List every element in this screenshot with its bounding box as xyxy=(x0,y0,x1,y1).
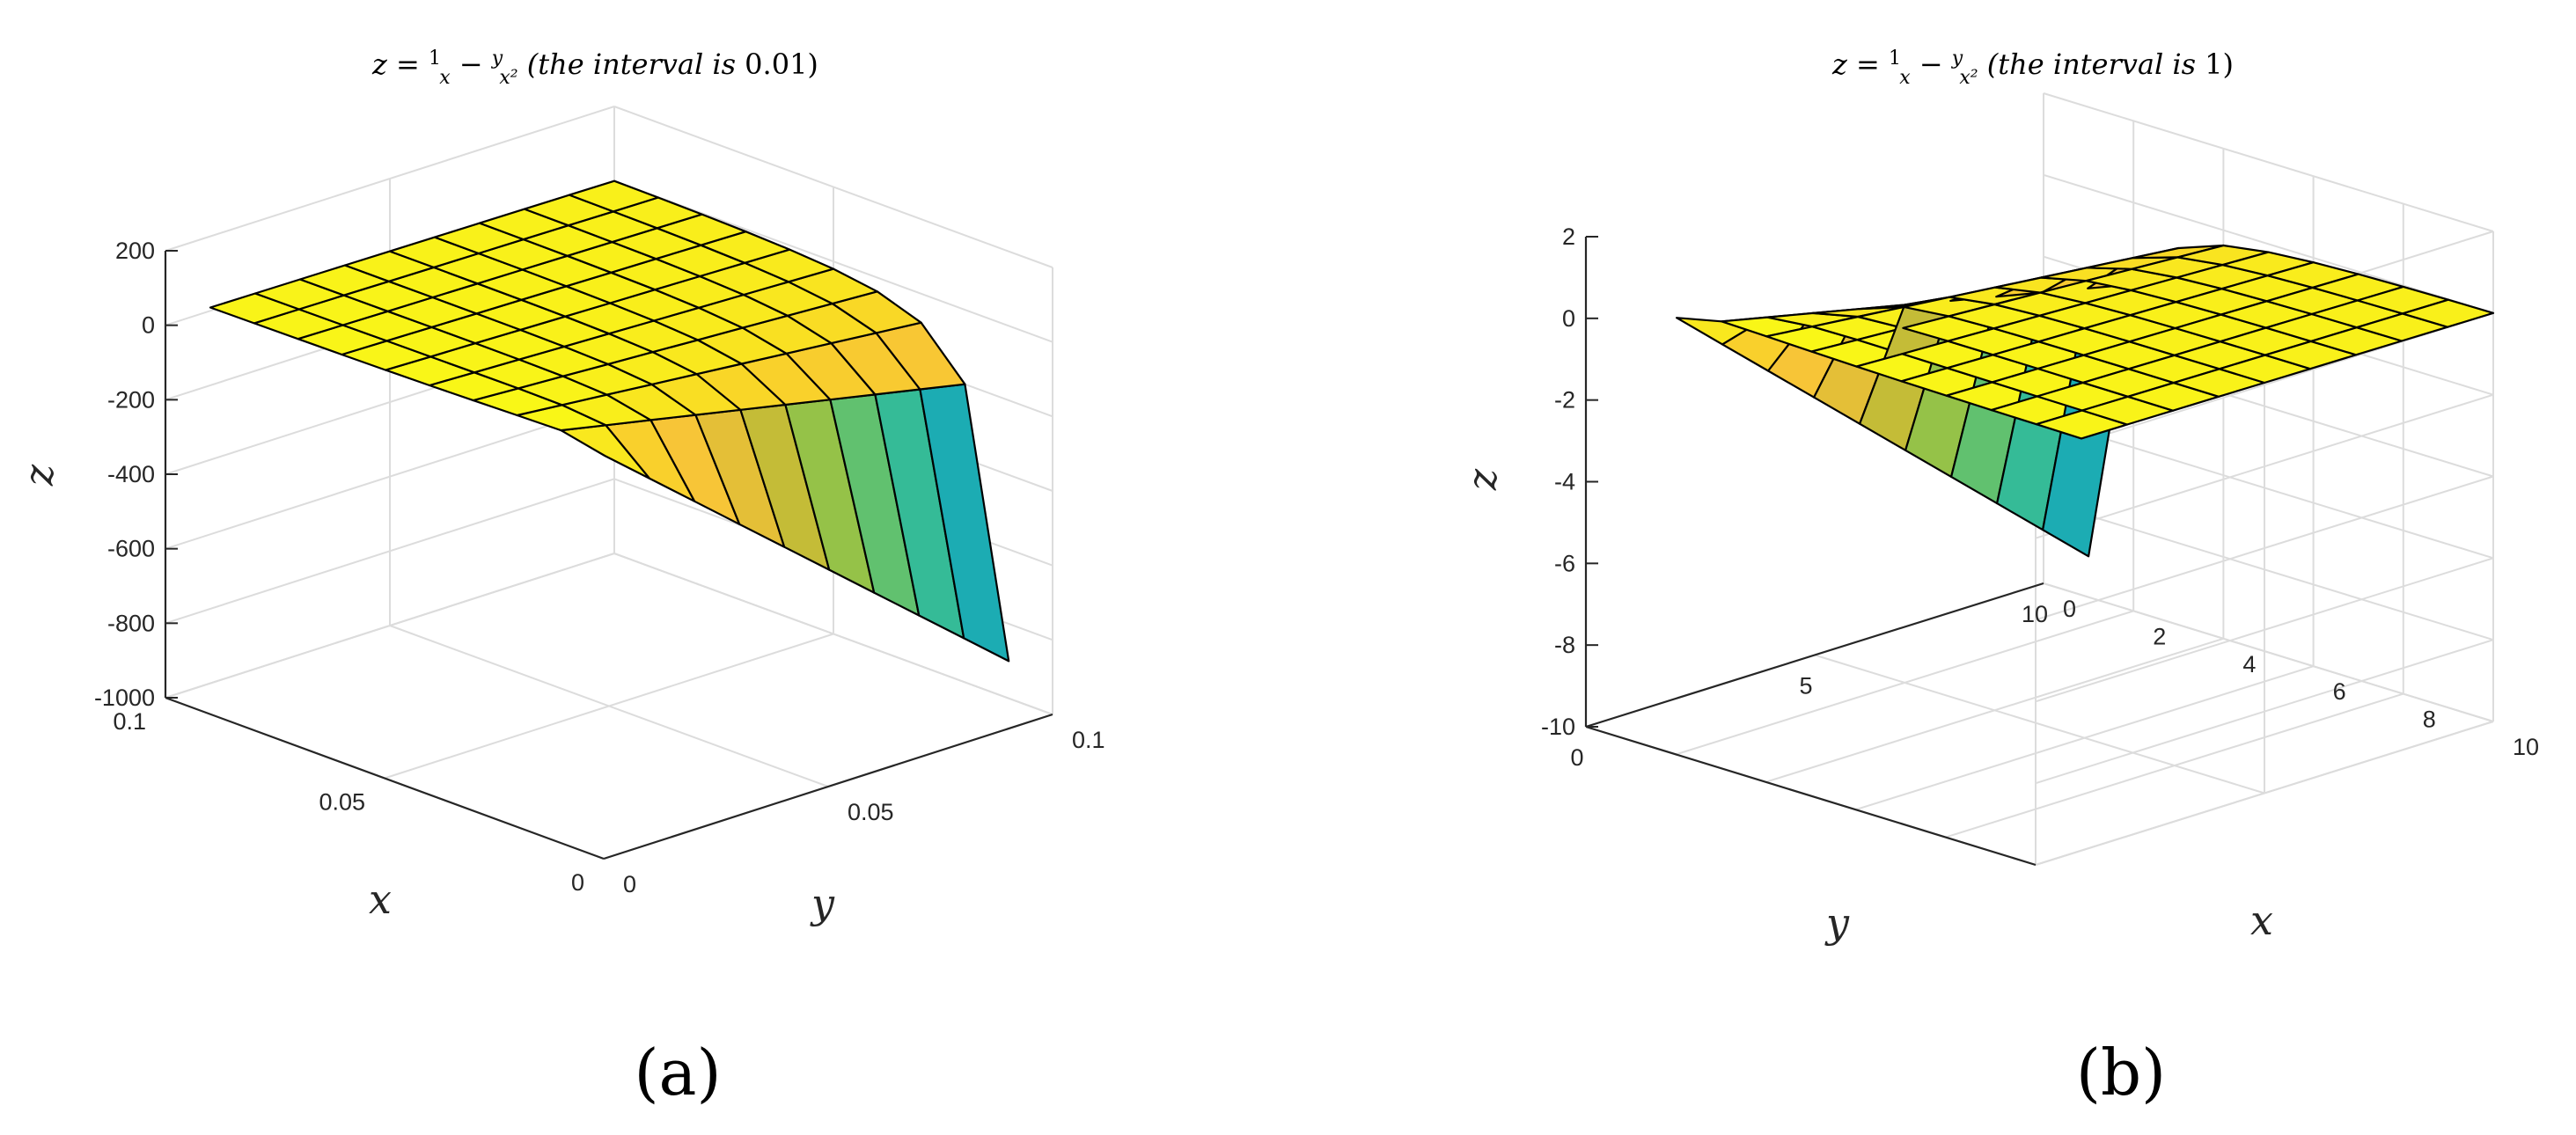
x-tick-label: 0 xyxy=(571,869,584,896)
panel-b-plot: -10 -8 -6 -4 -2 0 2 0 2 4 6 8 10 0 5 10 z = 1 x − y x² … xyxy=(1458,38,2539,1109)
z-tick-label: 0 xyxy=(1562,305,1575,332)
x-tick-label: 4 xyxy=(2242,651,2256,677)
z-tick-label: -6 xyxy=(1554,550,1575,576)
panel-b-xlabel: x xyxy=(2250,897,2273,944)
grid-line xyxy=(2043,501,2494,641)
panel-a-ylabel: y xyxy=(810,880,835,927)
grid-line xyxy=(613,553,1053,715)
x-tick-label: 10 xyxy=(2513,734,2539,760)
z-tick-label: -200 xyxy=(107,386,155,413)
panel-b-title: z = 1 x − y x² (the interval is 1) xyxy=(1831,38,2234,91)
surface-facet xyxy=(2401,298,2495,328)
x-tick-label: 8 xyxy=(2423,707,2436,733)
y-tick-label: 0 xyxy=(1570,744,1583,771)
panel-a-xlabel: x xyxy=(369,875,392,923)
y-tick-label: 0.1 xyxy=(1072,727,1105,753)
grid-line xyxy=(389,625,829,787)
grid-line xyxy=(2043,419,2494,560)
grid-line xyxy=(2043,582,2494,722)
x-tick-label: 0.05 xyxy=(319,789,365,816)
panel-a-title: z = 1 x − y x² (the interval is 0.01) xyxy=(371,38,818,91)
z-tick-label: -4 xyxy=(1554,469,1575,495)
panel-a-zlabel: z xyxy=(15,464,62,487)
x-tick-label: 0.1 xyxy=(113,708,146,735)
panel-a-axes xyxy=(164,250,1053,860)
x-tick-label: 2 xyxy=(2153,623,2166,649)
z-tick-label: -8 xyxy=(1554,632,1575,658)
panel-a-plot: -1000 -800 -600 -400 -200 0 200 0 0.05 0.1 0 0.05 0.… xyxy=(15,38,1105,1109)
y-tick-label: 0.05 xyxy=(848,799,894,825)
axis-line xyxy=(165,696,605,860)
panel-a-label: (a) xyxy=(634,1036,721,1109)
panel-b-surface xyxy=(1675,244,2495,558)
y-tick-label: 5 xyxy=(1799,673,1812,699)
x-tick-label: 0 xyxy=(2063,596,2076,622)
panel-b-tick-labels: -10 -8 -6 -4 -2 0 2 0 2 4 6 8 10 0 5 10 xyxy=(1541,223,2539,771)
surface-facet xyxy=(568,179,659,213)
panel-b-axes xyxy=(1584,236,2044,867)
z-tick-label: 200 xyxy=(115,238,155,264)
x-tick-label: 6 xyxy=(2333,678,2346,705)
panel-a-tick-labels: -1000 -800 -600 -400 -200 0 200 0 0.05 0.1 0 0.05 0.… xyxy=(94,238,1105,897)
panel-b-zlabel: z xyxy=(1458,468,1506,491)
grid-line xyxy=(1814,654,2265,794)
z-tick-label: 0 xyxy=(142,312,155,339)
grid-line xyxy=(2043,173,2494,314)
z-tick-label: -400 xyxy=(107,461,155,487)
panel-b-ylabel: y xyxy=(1824,899,1850,947)
axis-line xyxy=(1585,725,2037,867)
y-tick-label: 10 xyxy=(2022,601,2048,627)
axis-line xyxy=(1585,582,2044,729)
panel-b-label: (b) xyxy=(2076,1036,2166,1109)
z-tick-label: -1000 xyxy=(94,685,155,711)
axis-line xyxy=(603,713,1053,860)
panel-a-surface xyxy=(209,179,1010,663)
y-tick-label: 0 xyxy=(623,871,636,897)
z-tick-label: 2 xyxy=(1562,223,1575,250)
z-tick-label: -10 xyxy=(1541,714,1575,740)
z-tick-label: -2 xyxy=(1554,387,1575,414)
z-tick-label: -600 xyxy=(107,536,155,562)
z-tick-label: -800 xyxy=(107,610,155,636)
grid-line xyxy=(2043,92,2494,232)
